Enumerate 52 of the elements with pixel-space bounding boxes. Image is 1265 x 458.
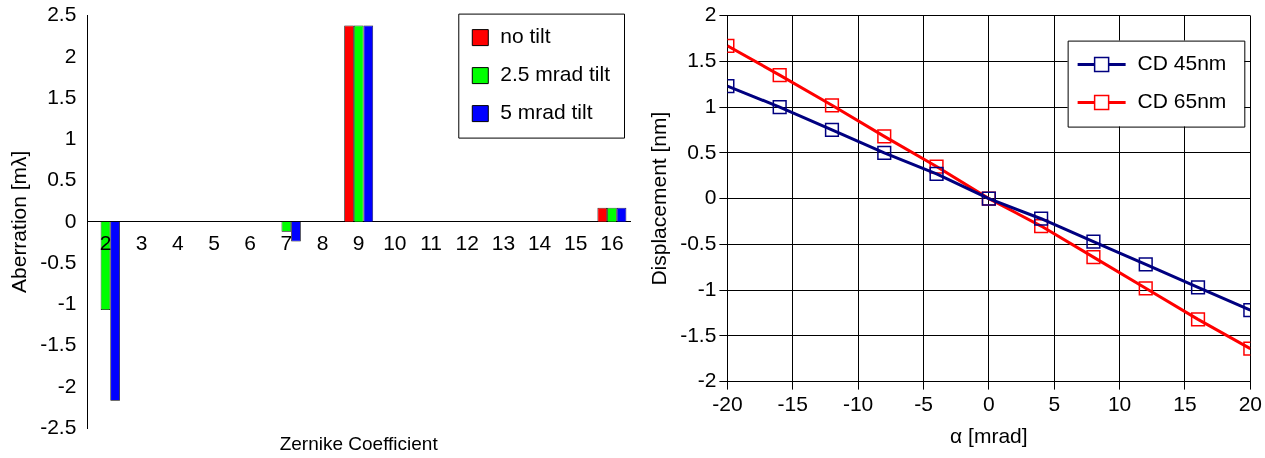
y-tick-label: 0.5 bbox=[47, 167, 77, 191]
y-tick-label: 0.5 bbox=[687, 139, 717, 163]
y-tick-label: 1 bbox=[64, 126, 77, 150]
x-tick-label: 3 bbox=[135, 231, 148, 255]
x-tick-label: 12 bbox=[455, 231, 479, 255]
y-tick-label: 0 bbox=[704, 185, 717, 209]
y-tick-label: -2 bbox=[697, 368, 717, 392]
y-tick-label: 0 bbox=[64, 208, 77, 232]
x-tick-label: 5 bbox=[1048, 392, 1061, 415]
y-tick-label: -1 bbox=[57, 291, 77, 315]
x-tick-label: 13 bbox=[491, 231, 516, 255]
x-tick-label: -10 bbox=[842, 392, 874, 415]
x-tick-label: 10 bbox=[383, 231, 407, 255]
y-tick-label: -0.5 bbox=[680, 231, 717, 255]
y-tick-label: -2.5 bbox=[40, 414, 77, 438]
y-tick-label: -0.5 bbox=[40, 249, 77, 273]
y-tick-label: 2.5 bbox=[47, 2, 77, 26]
x-tick-label: 11 bbox=[420, 231, 442, 255]
y-axis-title: Aberration [mλ] bbox=[7, 150, 31, 293]
x-tick-label: 7 bbox=[280, 231, 293, 255]
x-tick-label: 10 bbox=[1107, 392, 1132, 415]
x-axis-title: Zernike Coefficient bbox=[279, 432, 439, 454]
x-tick-label: 16 bbox=[600, 231, 624, 255]
x-tick-label: 15 bbox=[1173, 392, 1197, 415]
x-tick-label: 9 bbox=[352, 231, 365, 255]
y-tick-label: 2 bbox=[704, 2, 717, 26]
x-tick-label: 6 bbox=[244, 231, 257, 255]
x-tick-label: 5 bbox=[208, 231, 220, 255]
x-tick-label: 4 bbox=[171, 231, 184, 255]
y-tick-label: 1.5 bbox=[687, 48, 717, 72]
y-tick-label: 2 bbox=[64, 43, 77, 67]
y-tick-label: -1 bbox=[697, 276, 717, 300]
x-axis-title: α [mrad] bbox=[950, 424, 1028, 448]
legend-label: CD 65nm bbox=[1137, 89, 1227, 113]
legend-label: CD 45nm bbox=[1137, 51, 1227, 75]
y-tick-label: -1.5 bbox=[680, 322, 717, 346]
y-tick-label: -2 bbox=[57, 373, 77, 397]
y-tick-label: 1.5 bbox=[47, 84, 77, 108]
x-tick-label: 15 bbox=[564, 231, 588, 255]
x-tick-label: 0 bbox=[983, 392, 995, 415]
x-tick-label: 14 bbox=[527, 231, 552, 255]
legend-label: no tilt bbox=[500, 24, 551, 48]
x-tick-label: 20 bbox=[1238, 392, 1262, 415]
x-tick-label: -20 bbox=[712, 392, 743, 415]
y-tick-label: 1 bbox=[704, 93, 717, 117]
x-tick-label: -5 bbox=[914, 392, 933, 415]
x-tick-label: -15 bbox=[777, 392, 808, 415]
legend-label: 2.5 mrad tilt bbox=[500, 62, 611, 86]
x-tick-label: 8 bbox=[316, 231, 329, 255]
y-axis-title: Displacement [nm] bbox=[647, 111, 671, 286]
legend-label: 5 mrad tilt bbox=[500, 100, 593, 124]
y-tick-label: -1.5 bbox=[40, 332, 77, 356]
